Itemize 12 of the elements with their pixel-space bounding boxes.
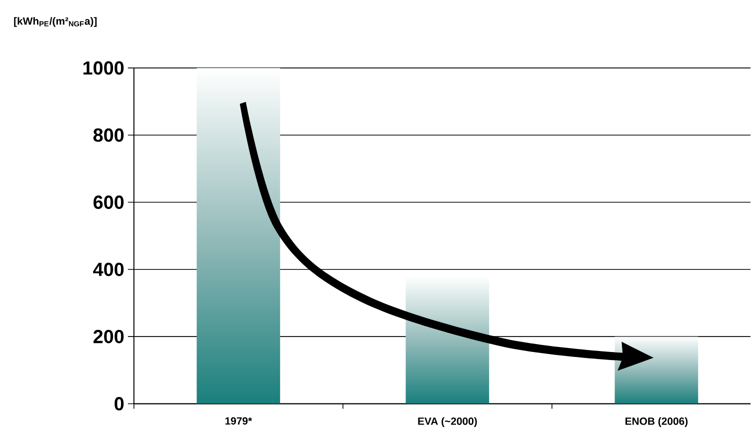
y-tick-label: 0 <box>114 397 124 411</box>
y-tick-label: 400 <box>93 262 124 276</box>
bar <box>614 336 698 404</box>
y-tick-label: 1000 <box>84 61 124 75</box>
bar <box>196 68 280 404</box>
x-tick-label: 1979* <box>225 417 252 425</box>
x-tick-label: EVA (~2000) <box>418 417 477 428</box>
x-tick-label: ENOB (2006) <box>625 417 688 428</box>
y-tick-label: 200 <box>93 330 124 344</box>
y-axis-title: [kWh$_{PE}$/(m²$_{NGF}$a)] <box>14 17 97 28</box>
y-tick-label: 600 <box>94 196 124 210</box>
y-tick-label: 800 <box>93 128 124 142</box>
